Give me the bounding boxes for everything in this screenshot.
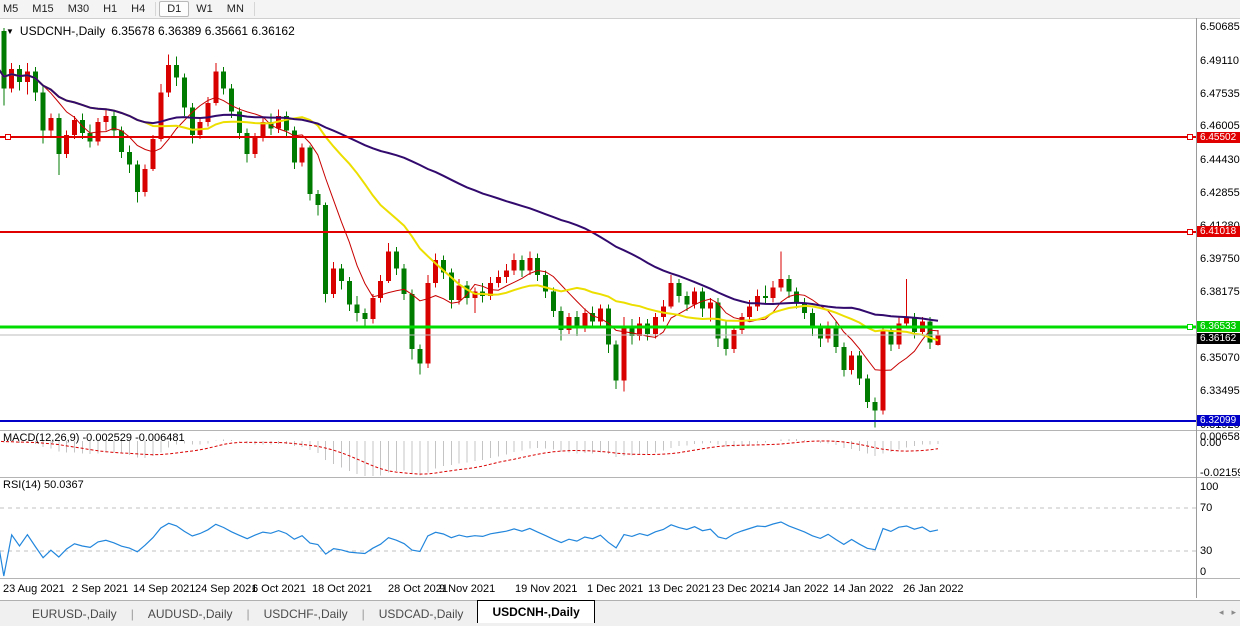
chart-tab-bar: EURUSD-,Daily | AUDUSD-,Daily | USDCHF-,Dail… <box>0 600 1240 626</box>
timeframe-button-h1[interactable]: H1 <box>103 3 118 15</box>
rsi-label: RSI(14) 50.0367 <box>3 479 84 491</box>
price-tick-label: 6.47535 <box>1200 88 1240 100</box>
date-label: 18 Oct 2021 <box>312 583 372 595</box>
date-axis-separator <box>0 578 1240 579</box>
price-tick-label: 6.49110 <box>1200 55 1239 67</box>
timeframe-button-m15[interactable]: M15 <box>32 3 54 15</box>
date-label: 28 Oct 2021 <box>388 583 448 595</box>
rsi-scale-label: 70 <box>1200 502 1213 514</box>
macd-signal-line <box>0 440 939 475</box>
price-tick-label: 6.39750 <box>1200 253 1240 265</box>
moving-average-55 <box>0 69 939 322</box>
toolbar-separator <box>253 2 255 16</box>
timeframe-button-h4[interactable]: H4 <box>131 3 146 15</box>
date-label: 2 Sep 2021 <box>72 583 129 595</box>
chart-tab-usdcaddaily[interactable]: USDCAD-,Daily <box>378 607 464 621</box>
chart-tab-audusddaily[interactable]: AUDUSD-,Daily <box>147 607 233 621</box>
price-tick-label: 6.33495 <box>1200 385 1240 397</box>
price-badge-6.36533: 6.36533 <box>1197 321 1240 332</box>
rsi-scale-label: 0 <box>1200 566 1207 578</box>
tab-scroll-arrows: ◂ ▸ <box>1219 608 1236 617</box>
tab-scroll-left-icon[interactable]: ◂ <box>1218 607 1224 617</box>
macd-panel[interactable] <box>0 431 1196 477</box>
chart-tab-eurusddaily[interactable]: EURUSD-,Daily <box>32 607 117 621</box>
tab-divider: | <box>246 607 250 621</box>
date-label: 1 Dec 2021 <box>587 583 644 595</box>
timeframe-button-d1[interactable]: D1 <box>159 1 190 17</box>
price-badge-6.41018: 6.41018 <box>1197 226 1240 237</box>
price-axis-border <box>1196 18 1197 598</box>
date-label: 9 Nov 2021 <box>439 583 496 595</box>
price-tick-label: 6.35070 <box>1200 352 1240 364</box>
chart-symbol-title: USDCNH-,Daily <box>19 24 106 38</box>
macd-scale-label: -0.02159 <box>1200 467 1240 479</box>
date-label: 23 Aug 2021 <box>3 583 65 595</box>
macd-scale-label: 0.00 <box>1200 437 1222 449</box>
line-handle[interactable] <box>5 134 11 140</box>
price-badge-6.45502: 6.45502 <box>1197 132 1240 143</box>
line-handle[interactable] <box>1187 229 1193 235</box>
tab-divider: | <box>361 607 365 621</box>
date-label: 4 Jan 2022 <box>774 583 829 595</box>
chart-tab-usdcnhdaily[interactable]: USDCNH-,Daily <box>477 600 595 623</box>
date-label: 19 Nov 2021 <box>515 583 578 595</box>
price-badge-6.36162: 6.36162 <box>1197 333 1240 344</box>
chart-title-row[interactable]: ▼ USDCNH-,Daily 6.35678 6.36389 6.35661 … <box>6 24 295 38</box>
timeframe-button-mn[interactable]: MN <box>226 3 244 15</box>
price-tick-label: 6.46005 <box>1200 120 1240 132</box>
tab-scroll-right-icon[interactable]: ▸ <box>1231 607 1236 617</box>
price-chart[interactable] <box>0 18 1196 430</box>
price-axis[interactable]: 6.50685 6.49110 6.47535 6.46005 6.44430 6.428… <box>1197 18 1240 598</box>
timeframe-button-m5[interactable]: M5 <box>3 3 19 15</box>
date-label: 14 Jan 2022 <box>833 583 894 595</box>
date-label: 26 Jan 2022 <box>903 583 964 595</box>
rsi-scale-label: 30 <box>1200 545 1213 557</box>
chart-dropdown-icon[interactable]: ▼ <box>6 26 14 36</box>
timeframe-button-w1[interactable]: W1 <box>196 3 213 15</box>
macd-label: MACD(12,26,9) -0.002529 -0.006481 <box>3 432 185 444</box>
date-label: 24 Sep 2021 <box>195 583 258 595</box>
moving-average-7 <box>0 70 939 371</box>
rsi-scale-label: 100 <box>1200 481 1219 493</box>
panel-separator[interactable] <box>0 477 1240 478</box>
line-handle[interactable] <box>1187 324 1193 331</box>
toolbar-separator <box>155 2 157 16</box>
macd-scale-label: 0.006581 <box>1200 431 1240 443</box>
price-tick-label: 6.38175 <box>1200 286 1240 298</box>
price-tick-label: 6.42855 <box>1200 187 1240 199</box>
rsi-line <box>0 521 939 577</box>
date-label: 14 Sep 2021 <box>133 583 196 595</box>
line-handle[interactable] <box>1187 134 1193 140</box>
date-label: 23 Dec 2021 <box>712 583 775 595</box>
moving-average-20 <box>0 69 939 342</box>
date-label: 13 Dec 2021 <box>648 583 711 595</box>
price-tick-label: 6.44430 <box>1200 154 1240 166</box>
date-label: 6 Oct 2021 <box>252 583 306 595</box>
price-badge-6.32099: 6.32099 <box>1197 415 1240 426</box>
chart-tab-usdchfdaily[interactable]: USDCHF-,Daily <box>263 607 348 621</box>
chart-ohlc-readout: 6.35678 6.36389 6.35661 6.36162 <box>111 24 295 38</box>
price-tick-label: 6.50685 <box>1200 21 1240 33</box>
rsi-panel[interactable] <box>0 478 1196 578</box>
panel-separator[interactable] <box>0 430 1240 431</box>
timeframe-button-m30[interactable]: M30 <box>67 3 90 15</box>
tab-divider: | <box>130 607 134 621</box>
timeframe-toolbar: M5 M15 M30 H1 H4 D1 W1 MN <box>0 0 1240 19</box>
